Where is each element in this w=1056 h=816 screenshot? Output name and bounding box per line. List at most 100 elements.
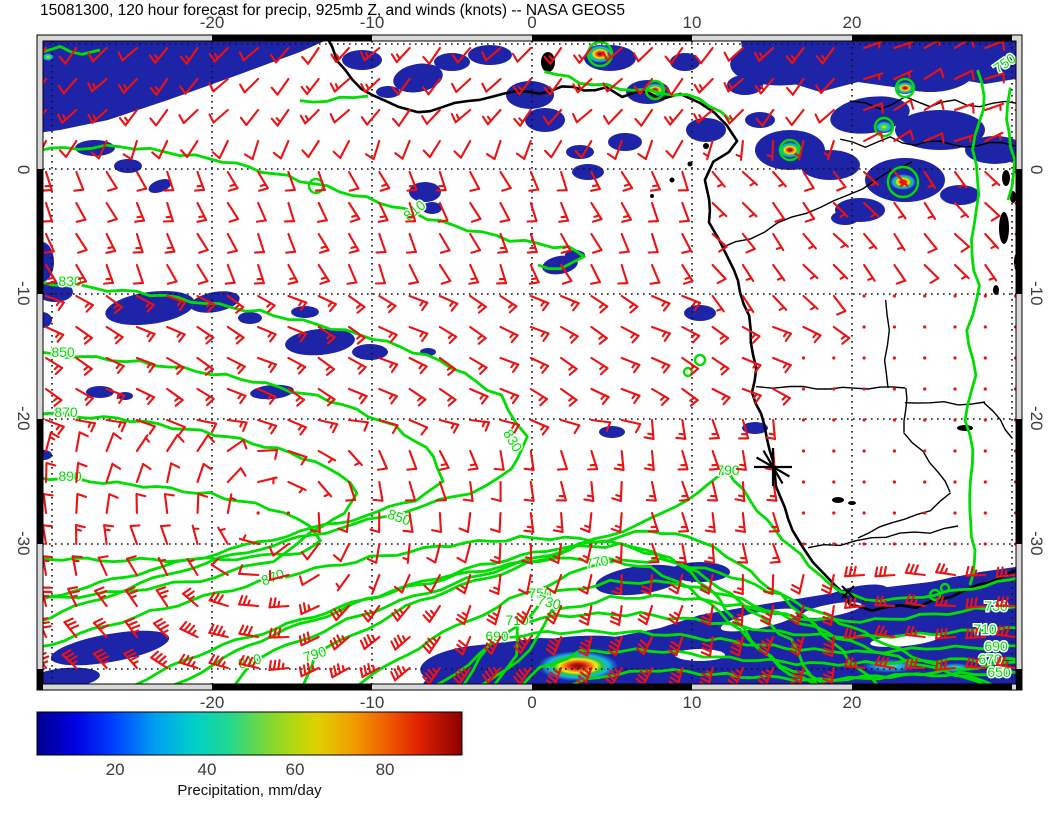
wind-barb xyxy=(758,635,775,656)
wind-barb xyxy=(287,480,307,494)
wind-barb xyxy=(543,77,563,96)
wind-barb xyxy=(953,102,975,114)
wind-barb xyxy=(738,418,750,440)
figure-title: 15081300, 120 hour forecast for precip, … xyxy=(40,2,625,19)
wind-barb xyxy=(462,480,474,502)
wind-barb xyxy=(360,108,381,126)
wind-barb xyxy=(105,493,119,515)
wind-barb xyxy=(757,666,775,687)
wind-barb xyxy=(953,134,975,143)
wind-barb xyxy=(735,449,747,471)
wind-barb xyxy=(469,294,487,314)
wind-barb xyxy=(435,170,447,192)
wind-barb xyxy=(760,604,775,626)
wind-barb xyxy=(893,232,906,252)
wind-barb xyxy=(863,131,884,143)
wind-barb xyxy=(438,263,452,285)
wind-barb xyxy=(935,659,957,671)
wind-barb xyxy=(105,462,122,484)
wind-barb xyxy=(693,77,714,94)
wind-barb xyxy=(823,139,835,161)
wind-barb xyxy=(57,77,78,95)
colorbar-caption: Precipitation, mm/day xyxy=(177,782,322,799)
wind-barb xyxy=(196,418,218,433)
wind-barb xyxy=(489,542,502,565)
wind-barb xyxy=(904,563,926,577)
wind-barb xyxy=(785,77,805,96)
wind-barb xyxy=(678,480,690,502)
wind-barb xyxy=(590,201,603,223)
wind-barb xyxy=(513,635,532,654)
wind-barb xyxy=(408,356,428,375)
wind-barb xyxy=(523,511,535,533)
wind-barb xyxy=(330,46,351,64)
wind-barb xyxy=(226,294,245,314)
contour-ring xyxy=(886,165,920,199)
wind-barb xyxy=(953,69,975,81)
wind-barb xyxy=(238,594,260,608)
wind-barb xyxy=(435,480,448,502)
wind-barb xyxy=(437,201,449,223)
wind-barb xyxy=(590,356,609,376)
wind-barb xyxy=(63,617,80,639)
wind-barb xyxy=(44,461,57,484)
wind-barb xyxy=(863,72,884,81)
wind-barb xyxy=(135,170,148,192)
contour-870 xyxy=(37,411,359,602)
wind-barb xyxy=(345,480,357,502)
contour-ring xyxy=(778,138,802,162)
wind-barb xyxy=(995,655,1017,670)
wind-barb xyxy=(164,232,176,254)
wind-barb xyxy=(560,232,572,254)
wind-barb xyxy=(650,387,670,406)
wind-barb xyxy=(789,635,805,657)
wind-barb xyxy=(863,232,878,250)
wind-barb xyxy=(314,170,326,192)
wind-barb xyxy=(390,634,411,651)
wind-barb xyxy=(677,170,689,192)
wind-barb xyxy=(391,108,411,127)
wind-barb xyxy=(602,108,623,125)
wind-barb xyxy=(741,325,761,344)
wind-barb xyxy=(438,418,460,434)
contour-ring xyxy=(873,116,895,138)
wind-barb xyxy=(995,625,1017,639)
wind-barb xyxy=(390,665,411,682)
wind-barb xyxy=(159,524,171,546)
wind-barb xyxy=(132,263,145,285)
wind-barb xyxy=(452,666,472,685)
contour-label: 830 xyxy=(58,273,82,289)
wind-barb xyxy=(226,232,238,254)
wind-barb xyxy=(226,493,237,515)
wind-barb xyxy=(257,325,277,343)
lake xyxy=(1002,170,1010,186)
wind-barb xyxy=(923,232,938,254)
lon-tick-top: 10 xyxy=(682,13,702,32)
wind-barb xyxy=(772,170,787,188)
wind-barb xyxy=(455,573,472,595)
contour-850 xyxy=(37,350,445,602)
lon-tick-bottom: 20 xyxy=(842,693,862,712)
wind-barb xyxy=(90,139,108,160)
wind-barb xyxy=(741,232,756,254)
wind-barb xyxy=(238,624,260,639)
wind-barb xyxy=(92,617,109,639)
contour-ring xyxy=(928,588,942,602)
wind-barb xyxy=(754,77,775,95)
wind-barb xyxy=(149,77,169,96)
wind-barb xyxy=(122,139,138,161)
wind-barb xyxy=(257,476,278,485)
wind-barb xyxy=(647,201,660,223)
island xyxy=(669,177,675,183)
wind-barb xyxy=(590,232,603,254)
wind-barb xyxy=(649,170,661,192)
wind-barb xyxy=(317,325,336,345)
border-line xyxy=(904,400,986,406)
wind-barb xyxy=(208,623,229,639)
wind-barb xyxy=(368,573,381,594)
wind-barb xyxy=(179,620,199,639)
wind-barb xyxy=(772,294,788,311)
wind-barb xyxy=(543,46,563,65)
contour-870 xyxy=(37,534,831,690)
wind-barb xyxy=(347,201,361,223)
